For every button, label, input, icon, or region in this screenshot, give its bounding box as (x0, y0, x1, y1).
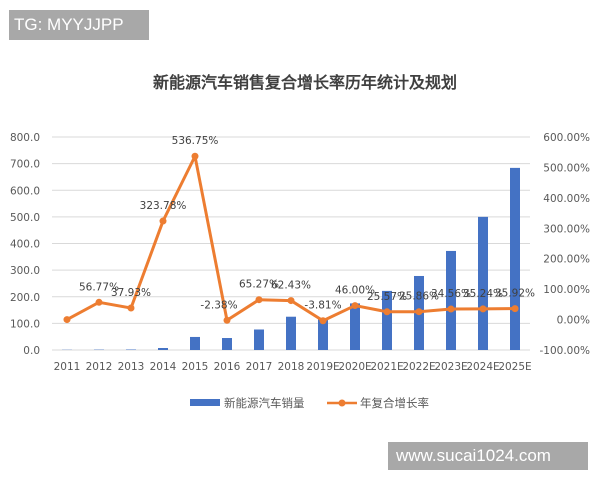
x-tick-label: 2015 (182, 361, 209, 373)
y-right-tick-label: -100.00% (539, 345, 590, 357)
y-right-tick-label: 400.00% (543, 193, 590, 205)
legend-marker-line (338, 399, 346, 407)
data-label: 65.27% (239, 279, 279, 291)
data-label: 25.57% (367, 291, 407, 303)
y-left-tick-label: 100.0 (10, 318, 40, 330)
data-label: 536.75% (172, 135, 219, 147)
data-label: -3.81% (304, 300, 341, 312)
line-point-2018 (287, 297, 295, 305)
line-point-2011 (63, 316, 71, 324)
line-point-2020E (351, 302, 359, 310)
data-label: 62.43% (271, 280, 311, 292)
data-label: 35.24% (463, 288, 503, 300)
x-tick-label: 2020E (338, 361, 371, 373)
x-tick-label: 2019E (306, 361, 339, 373)
y-right-tick-label: 300.00% (543, 223, 590, 235)
x-tick-label: 2021E (370, 361, 403, 373)
x-tick-label: 2025E (498, 361, 531, 373)
data-label: 56.77% (79, 281, 119, 293)
bar-2019E (318, 319, 328, 350)
bar-2020E (350, 303, 360, 350)
x-tick-label: 2018 (278, 361, 305, 373)
data-label: 34.56% (431, 288, 471, 300)
bar-2014 (158, 348, 168, 350)
y-right-tick-label: 600.00% (543, 132, 590, 144)
legend-swatch-bar (190, 399, 220, 406)
legend-label-line: 年复合增长率 (360, 396, 429, 410)
bar-2015 (190, 336, 200, 350)
line-point-2025E (511, 305, 519, 313)
watermark-top-left: TG: MYYJJPP (9, 10, 149, 40)
legend-label-bar: 新能源汽车销量 (224, 396, 305, 410)
y-left-tick-label: 600.0 (10, 185, 40, 197)
line-point-2016 (223, 316, 231, 324)
x-tick-label: 2023E (434, 361, 467, 373)
bar-2017 (254, 329, 264, 350)
bar-2023E (446, 250, 456, 350)
bar-2024E (478, 216, 488, 350)
chart-title: 新能源汽车销售复合增长率历年统计及规划 (153, 73, 457, 92)
line-point-2023E (447, 305, 455, 313)
line-point-2024E (479, 305, 487, 313)
bar-2021E (382, 290, 392, 350)
y-right-tick-label: 100.00% (543, 284, 590, 296)
line-point-2015 (191, 152, 199, 160)
y-left-tick-label: 300.0 (10, 265, 40, 277)
y-left-tick-label: 800.0 (10, 132, 40, 144)
x-tick-label: 2024E (466, 361, 499, 373)
data-label: 35.92% (495, 288, 535, 300)
x-tick-label: 2016 (214, 361, 241, 373)
line-point-2017 (255, 296, 263, 304)
watermark-bottom-right: www.sucai1024.com (388, 442, 588, 470)
x-tick-label: 2011 (54, 361, 81, 373)
data-label: 323.78% (140, 200, 187, 212)
x-tick-label: 2013 (118, 361, 145, 373)
y-left-tick-label: 200.0 (10, 292, 40, 304)
bar-2025E (510, 167, 520, 350)
x-tick-label: 2014 (150, 361, 177, 373)
data-label: -2.38% (200, 299, 237, 311)
legend: 新能源汽车销量 年复合增长率 (190, 396, 429, 410)
data-label: 25.86% (399, 291, 439, 303)
y-left-tick-label: 500.0 (10, 212, 40, 224)
data-label: 46.00% (335, 285, 375, 297)
line-point-2022E (415, 308, 423, 316)
x-tick-label: 2022E (402, 361, 435, 373)
x-tick-label: 2012 (86, 361, 113, 373)
line-point-2019E (319, 317, 327, 325)
line-point-2012 (95, 298, 103, 306)
line-point-2014 (159, 217, 167, 225)
y-left-tick-label: 0.0 (23, 345, 40, 357)
line-point-2021E (383, 308, 391, 316)
data-label: 37.93% (111, 287, 151, 299)
y-left-tick-label: 400.0 (10, 239, 40, 251)
y-right-tick-label: 200.00% (543, 254, 590, 266)
y-right-tick-label: 0.00% (557, 315, 590, 327)
y-right-tick-label: 500.00% (543, 162, 590, 174)
line-point-2013 (127, 304, 135, 312)
x-tick-label: 2017 (246, 361, 273, 373)
bar-2018 (286, 316, 296, 350)
y-left-tick-label: 700.0 (10, 159, 40, 171)
bar-2016 (222, 338, 232, 350)
